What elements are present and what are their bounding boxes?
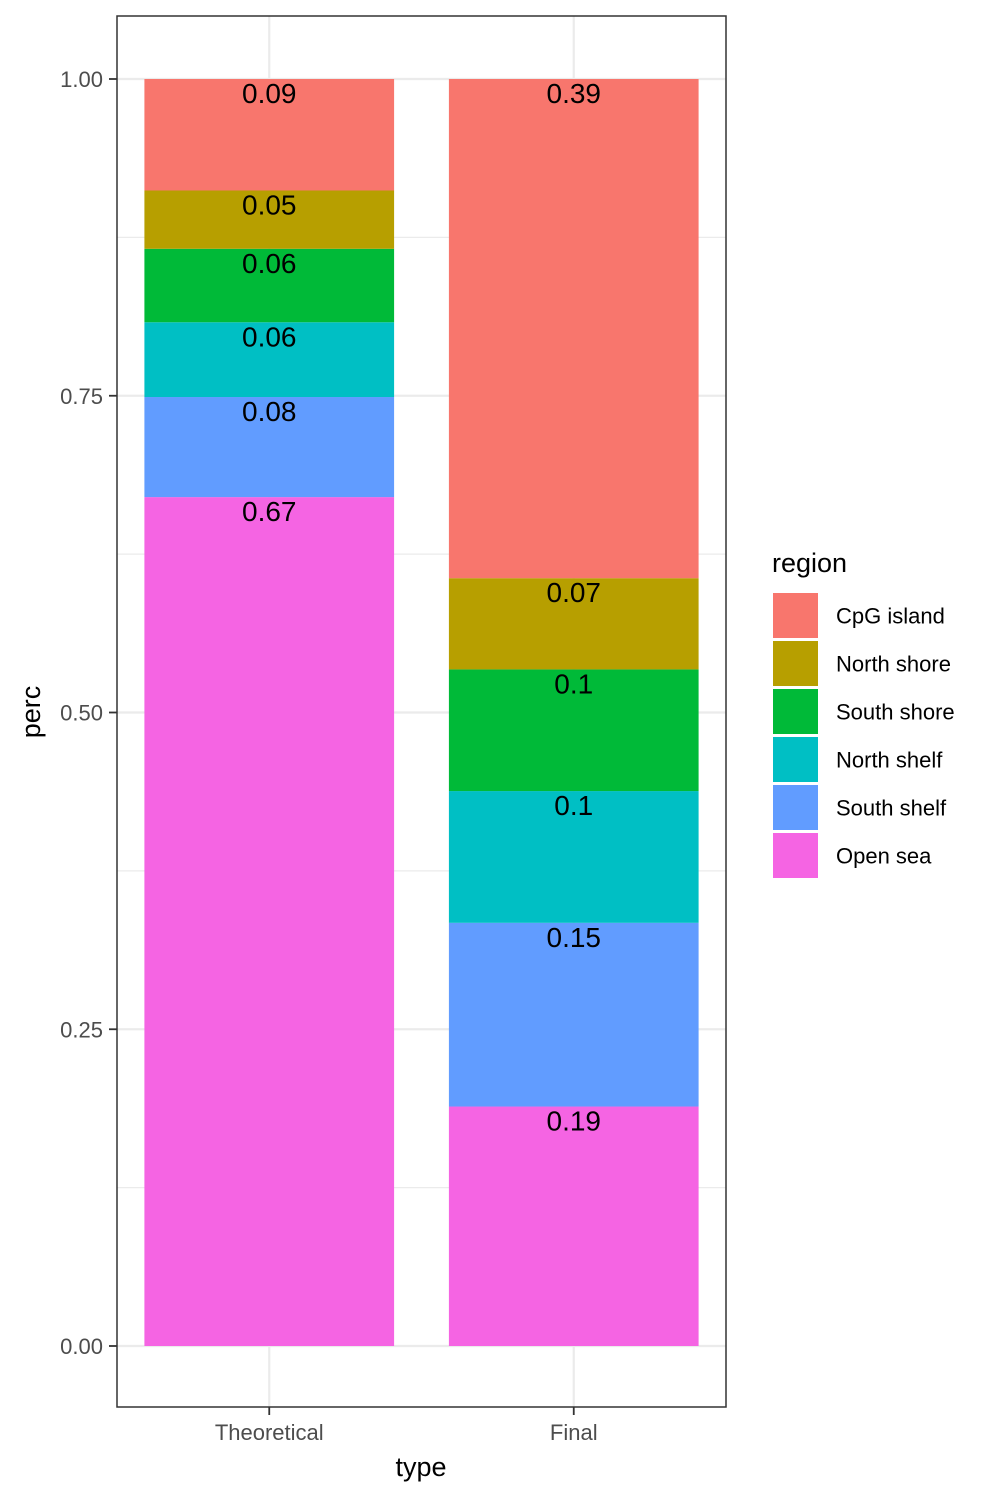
bar-segment (144, 322, 395, 398)
bar-labels-layer: 0.67 0.08 0.06 0.06 0.05 0.09 0.19 0.15 0.1 0.1 0.… (242, 78, 601, 1137)
bar-value-label: 0.67 (242, 496, 297, 527)
legend-key (773, 737, 818, 782)
x-axis-title: type (395, 1452, 446, 1482)
y-tick-label: 0.00 (60, 1334, 103, 1359)
legend-key (773, 641, 818, 686)
x-tick-label: Theoretical (215, 1420, 324, 1445)
panel-border (116, 15, 727, 1408)
axes-layer: 0.00 0.25 0.50 0.75 1.00 Theoretical Final (60, 15, 727, 1445)
bar-value-label: 0.06 (242, 321, 297, 352)
legend-label: North shelf (836, 748, 943, 773)
bar-value-label: 0.07 (547, 577, 602, 608)
bar-value-label: 0.08 (242, 396, 297, 427)
legend-label: North shore (836, 652, 951, 677)
bar-value-label: 0.06 (242, 248, 297, 279)
bar-value-label: 0.19 (547, 1106, 602, 1137)
legend-label: South shore (836, 700, 955, 725)
y-tick-label: 1.00 (60, 67, 103, 92)
bar-value-label: 0.39 (547, 78, 602, 109)
legend-key (773, 785, 818, 830)
bar-segment (448, 922, 699, 1107)
bar-segment (144, 190, 395, 249)
bars-layer (144, 79, 699, 1346)
legend-title: region (772, 548, 847, 578)
x-tick-label: Final (550, 1420, 598, 1445)
bar-value-label: 0.1 (554, 790, 593, 821)
bar-segment (448, 791, 699, 923)
bar-value-label: 0.09 (242, 78, 297, 109)
bar-value-label: 0.05 (242, 189, 297, 220)
bar-segment (448, 1106, 699, 1346)
bar-segment (144, 248, 395, 323)
bar-value-label: 0.15 (547, 922, 602, 953)
legend-key (773, 689, 818, 734)
bar-segment (448, 669, 699, 792)
bar-segment (448, 578, 699, 670)
bar-segment (144, 497, 395, 1346)
bar-segment (448, 79, 699, 579)
legend-label: South shelf (836, 796, 947, 821)
y-axis-title: perc (16, 686, 46, 739)
legend-label: Open sea (836, 844, 932, 869)
legend-key (773, 593, 818, 638)
legend: region CpG island North shore South shore N… (772, 548, 955, 878)
y-tick-label: 0.25 (60, 1017, 103, 1042)
y-tick-label: 0.75 (60, 384, 103, 409)
legend-key (773, 833, 818, 878)
y-tick-label: 0.50 (60, 701, 103, 726)
bar-segment (144, 397, 395, 498)
bar-value-label: 0.1 (554, 668, 593, 699)
legend-label: CpG island (836, 604, 945, 629)
bar-segment (144, 79, 395, 191)
